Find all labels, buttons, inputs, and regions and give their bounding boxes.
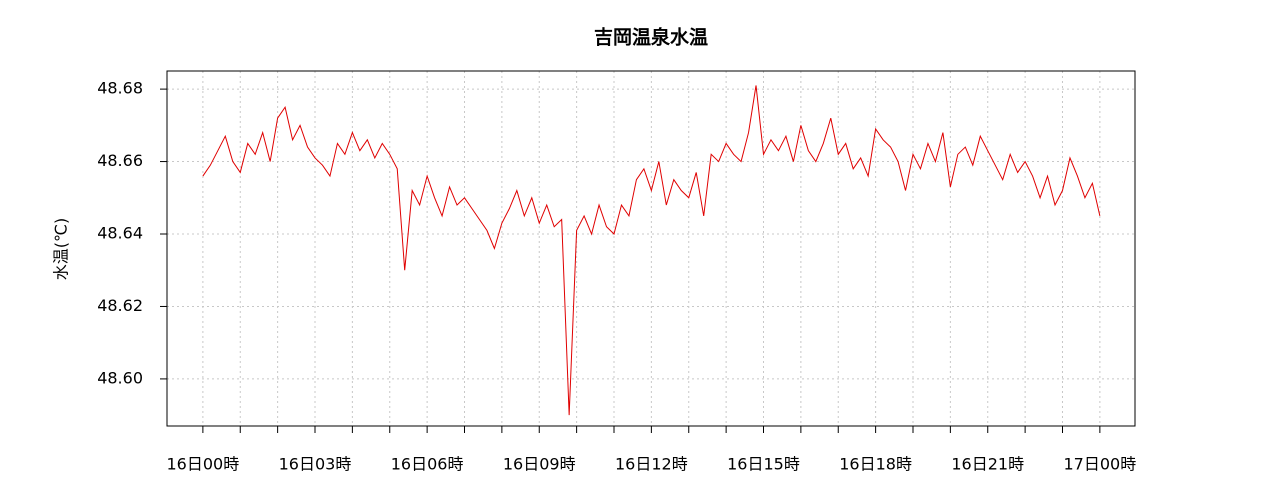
data-line	[202, 85, 1101, 416]
y-tick-label: 48.64	[97, 224, 143, 243]
plot-frame	[166, 70, 1136, 427]
y-tick-label: 48.62	[97, 296, 143, 315]
y-tick-label: 48.68	[97, 79, 143, 98]
x-tick-label: 16日18時	[839, 455, 912, 474]
x-tick-label: 16日21時	[951, 455, 1024, 474]
x-tick-label: 16日00時	[167, 455, 240, 474]
chart-title: 吉岡温泉水温	[594, 26, 708, 49]
x-tick-label: 16日06時	[391, 455, 464, 474]
y-tick-label: 48.60	[97, 368, 143, 387]
y-tick-label: 48.66	[97, 151, 143, 170]
x-tick-label: 16日09時	[503, 455, 576, 474]
x-tick-label: 16日03時	[279, 455, 352, 474]
x-tick-label: 17日00時	[1064, 455, 1137, 474]
x-tick-label: 16日15時	[727, 455, 800, 474]
x-tick-label: 16日12時	[615, 455, 688, 474]
y-axis-label: 水温(℃)	[52, 218, 71, 280]
